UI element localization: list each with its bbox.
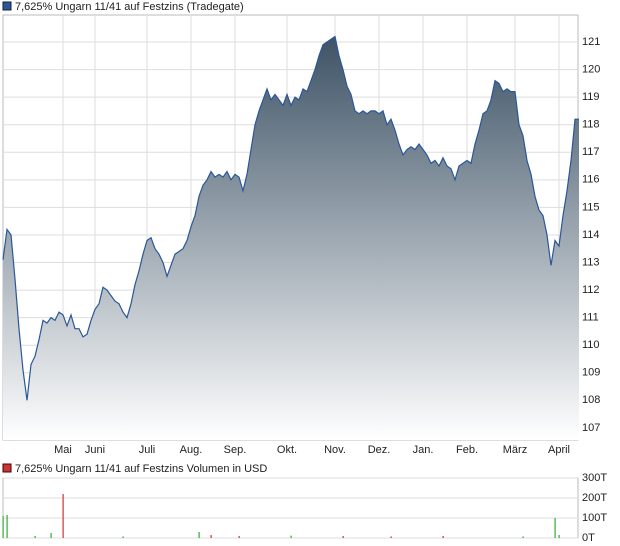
legend-swatch (2, 1, 12, 11)
area-fill (3, 36, 579, 440)
y-tick-label: 100T (582, 512, 607, 524)
y-tick-label: 111 (582, 312, 599, 324)
legend-label: 7,625% Ungarn 11/41 auf Festzins (Tradeg… (15, 1, 244, 13)
x-tick-label: Okt. (277, 444, 297, 456)
y-tick-label: 115 (582, 201, 600, 213)
x-tick-label: Sep. (224, 444, 247, 456)
y-tick-label: 118 (582, 119, 600, 131)
volume-bar (558, 535, 560, 538)
volume-bar (342, 536, 344, 538)
legend-swatch (2, 463, 12, 473)
volume-bar (238, 536, 240, 538)
volume-bar (554, 518, 556, 538)
y-tick-label: 107 (582, 422, 600, 434)
price-line (2, 35, 579, 401)
x-tick-label: Aug. (180, 444, 203, 456)
y-tick-label: 0T (582, 532, 595, 544)
volume-bar (122, 536, 124, 538)
y-tick-label: 108 (582, 394, 600, 406)
y-tick-label: 113 (582, 256, 600, 268)
x-tick-label: Mai (54, 444, 72, 456)
y-tick-label: 112 (582, 284, 600, 296)
volume-bar (390, 536, 392, 538)
plot-frame (2, 477, 579, 539)
y-tick-label: 120 (582, 63, 600, 75)
x-tick-label: Juli (139, 444, 156, 456)
x-tick-label: Dez. (368, 444, 391, 456)
volume-bar (442, 536, 444, 538)
y-tick-label: 300T (582, 472, 607, 484)
y-tick-label: 110 (582, 339, 600, 351)
volume-bar (522, 536, 524, 538)
y-tick-label: 114 (582, 229, 600, 241)
volume-bar (50, 533, 52, 538)
volume-bar (62, 494, 64, 538)
y-tick-label: 117 (582, 146, 600, 158)
volume-bar (210, 535, 212, 538)
y-tick-label: 116 (582, 174, 600, 186)
y-tick-label: 119 (582, 91, 600, 103)
legend-label: 7,625% Ungarn 11/41 auf Festzins Volumen… (15, 463, 267, 475)
volume-bar (2, 516, 4, 538)
x-tick-label: April (548, 444, 570, 456)
y-tick-label: 121 (582, 36, 600, 48)
volume-bar (198, 532, 200, 538)
x-tick-label: Jan. (413, 444, 434, 456)
x-tick-label: März (503, 444, 527, 456)
x-tick-label: Nov. (324, 444, 346, 456)
volume-bar (34, 536, 36, 538)
x-tick-label: Juni (85, 444, 105, 456)
x-tick-label: Feb. (456, 444, 478, 456)
y-tick-label: 109 (582, 367, 600, 379)
volume-bar (290, 535, 292, 538)
y-tick-label: 200T (582, 492, 607, 504)
volume-bar (6, 515, 8, 538)
